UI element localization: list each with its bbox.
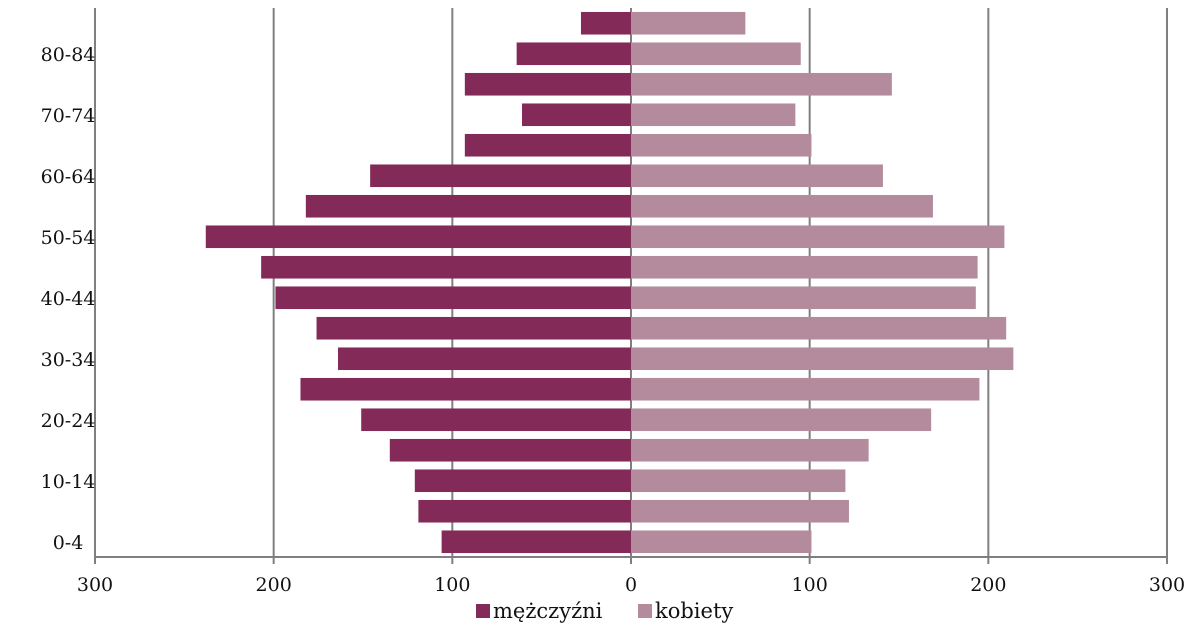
bar-women-35-39: [631, 316, 1007, 340]
bar-men-60-64: [370, 164, 631, 188]
bar-women-20-24: [631, 408, 932, 432]
bar-women-45-49: [631, 255, 978, 279]
x-tick-label-3: 0: [625, 574, 637, 596]
y-tick-label-60-64: 60-64: [41, 166, 96, 188]
bar-women-30-34: [631, 347, 1014, 371]
legend-swatch-men: [476, 604, 490, 618]
bar-men-55-59: [305, 194, 631, 218]
bar-men-25-29: [300, 377, 631, 401]
bar-women-25-29: [631, 377, 980, 401]
y-tick-label-20-24: 20-24: [41, 410, 96, 432]
grid-lines: [94, 8, 1168, 557]
bar-men-40-44: [275, 286, 631, 310]
bar-women-70-74: [631, 103, 796, 127]
bar-women-65-69: [631, 133, 812, 157]
bar-men-80-84: [516, 42, 631, 66]
y-tick-label-0-4: 0-4: [53, 532, 84, 554]
legend-swatch-women: [638, 604, 652, 618]
x-tick-label-4: 100: [792, 574, 828, 596]
axes: [94, 556, 1168, 564]
bar-women-40-44: [631, 286, 976, 310]
y-tick-label-70-74: 70-74: [41, 105, 96, 127]
bar-women-5-9: [631, 499, 849, 523]
bar-men-50-54: [205, 225, 631, 249]
bar-men-0-4: [441, 530, 631, 554]
bar-men-45-49: [261, 255, 631, 279]
bar-men-65-69: [464, 133, 631, 157]
bar-women-0-4: [631, 530, 812, 554]
bar-women-10-14: [631, 469, 846, 493]
x-tick-label-6: 300: [1149, 574, 1185, 596]
bar-women-75-79: [631, 72, 892, 96]
bar-men-70-74: [522, 103, 631, 127]
x-tick-label-0: 300: [77, 574, 113, 596]
bar-men-10-14: [414, 469, 631, 493]
x-tick-labels: 300 200 100 0 100 200 300: [77, 574, 1185, 596]
legend-label-men: mężczyźni: [493, 599, 603, 623]
bar-women-80-84: [631, 42, 801, 66]
bar-women-60-64: [631, 164, 883, 188]
y-tick-label-30-34: 30-34: [41, 349, 96, 371]
bar-women-85+: [631, 11, 746, 35]
bar-men-30-34: [337, 347, 631, 371]
y-tick-label-50-54: 50-54: [41, 227, 96, 249]
y-tick-label-40-44: 40-44: [41, 288, 96, 310]
bar-women-55-59: [631, 194, 933, 218]
legend: mężczyźni kobiety: [476, 599, 733, 623]
y-tick-label-80-84: 80-84: [41, 44, 96, 66]
bar-men-20-24: [361, 408, 631, 432]
bar-men-35-39: [316, 316, 631, 340]
x-tick-label-1: 200: [256, 574, 292, 596]
bar-men-75-79: [464, 72, 631, 96]
x-tick-label-5: 200: [970, 574, 1006, 596]
bars: [205, 11, 1014, 554]
y-tick-labels: 0-4 10-14 20-24 30-34 40-44 50-54 60-64 70-74 80…: [41, 44, 96, 554]
bar-men-85+: [580, 11, 631, 35]
y-tick-label-10-14: 10-14: [41, 471, 96, 493]
bar-women-15-19: [631, 438, 869, 462]
bar-men-5-9: [418, 499, 631, 523]
bar-women-50-54: [631, 225, 1005, 249]
x-tick-label-2: 100: [434, 574, 470, 596]
legend-label-women: kobiety: [655, 599, 733, 623]
bar-men-15-19: [389, 438, 631, 462]
